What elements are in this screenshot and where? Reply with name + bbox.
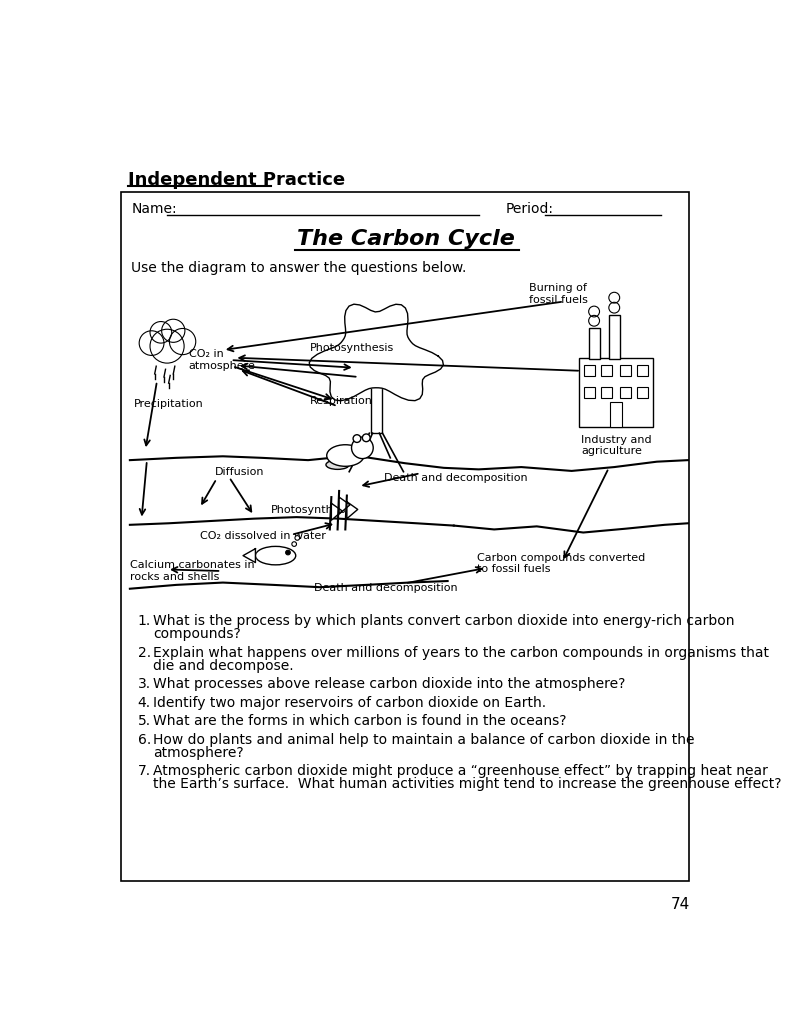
Circle shape [295,536,300,541]
Text: Photosynthesis: Photosynthesis [309,343,394,353]
Circle shape [609,302,619,313]
Text: Death and decomposition: Death and decomposition [384,473,528,483]
Text: atmosphere?: atmosphere? [153,745,244,760]
Text: 2.: 2. [138,646,151,659]
Polygon shape [309,304,444,400]
Text: Respiration: Respiration [309,396,373,407]
Polygon shape [339,497,350,514]
Text: Photosynthesis: Photosynthesis [271,505,355,515]
Circle shape [161,319,185,342]
Text: Burning of
fossil fuels: Burning of fossil fuels [529,283,588,305]
Bar [584,387,595,397]
Bar [601,387,612,397]
FancyBboxPatch shape [120,193,689,882]
Circle shape [150,330,184,364]
Circle shape [139,331,164,355]
Text: Death and decomposition: Death and decomposition [314,584,458,593]
Bar [579,357,653,427]
Text: Precipitation: Precipitation [134,398,203,409]
Text: Independent Practice: Independent Practice [128,171,346,188]
Text: What are the forms in which carbon is found in the oceans?: What are the forms in which carbon is fo… [153,715,566,728]
Text: compounds?: compounds? [153,628,241,641]
Ellipse shape [327,444,364,466]
Text: What processes above release carbon dioxide into the atmosphere?: What processes above release carbon diox… [153,677,626,691]
Text: Identify two major reservoirs of carbon dioxide on Earth.: Identify two major reservoirs of carbon … [153,695,547,710]
Text: the Earth’s surface.  What human activities might tend to increase the greenhous: the Earth’s surface. What human activiti… [153,777,782,792]
Bar [609,315,619,359]
Bar [584,366,595,376]
Circle shape [292,542,297,547]
Text: Industry and
agriculture: Industry and agriculture [581,435,652,457]
Text: Carbon compounds converted
to fossil fuels: Carbon compounds converted to fossil fue… [477,553,645,574]
Text: 4.: 4. [138,695,151,710]
Circle shape [351,437,373,459]
Text: 3.: 3. [138,677,151,691]
Text: die and decompose.: die and decompose. [153,658,293,673]
Text: Atmospheric carbon dioxide might produce a “greenhouse effect” by trapping heat : Atmospheric carbon dioxide might produce… [153,764,768,778]
Polygon shape [347,502,358,519]
Text: Period:: Period: [505,202,554,216]
Bar [619,387,630,397]
Text: 5.: 5. [138,715,151,728]
Text: How do plants and animal help to maintain a balance of carbon dioxide in the: How do plants and animal help to maintai… [153,733,694,746]
Circle shape [589,306,600,316]
Ellipse shape [255,547,296,565]
Text: Name:: Name: [131,202,177,216]
Circle shape [353,435,361,442]
Text: 74: 74 [671,897,690,911]
Text: 6.: 6. [138,733,151,746]
Text: CO₂ dissolved in water: CO₂ dissolved in water [199,531,326,541]
Text: 7.: 7. [138,764,151,778]
Polygon shape [243,549,255,562]
Text: Diffusion: Diffusion [215,467,265,477]
Bar [371,376,382,433]
Circle shape [286,550,290,555]
Circle shape [609,292,619,303]
Bar [619,366,630,376]
Text: Explain what happens over millions of years to the carbon compounds in organisms: Explain what happens over millions of ye… [153,646,769,659]
Bar [601,366,612,376]
Circle shape [150,322,172,343]
Circle shape [362,434,370,441]
Bar [637,387,648,397]
Text: What is the process by which plants convert carbon dioxide into energy-rich carb: What is the process by which plants conv… [153,614,735,628]
Bar [589,329,600,359]
Polygon shape [331,503,343,520]
Text: CO₂ in
atmosphere: CO₂ in atmosphere [189,349,255,371]
Circle shape [589,315,600,327]
Bar [611,402,622,427]
Bar [637,366,648,376]
Text: Use the diagram to answer the questions below.: Use the diagram to answer the questions … [131,261,467,275]
Ellipse shape [326,460,349,469]
Text: 1.: 1. [138,614,151,628]
Circle shape [169,329,195,354]
Text: Calcium carbonates in
rocks and shells: Calcium carbonates in rocks and shells [130,560,255,582]
Text: The Carbon Cycle: The Carbon Cycle [297,229,515,249]
